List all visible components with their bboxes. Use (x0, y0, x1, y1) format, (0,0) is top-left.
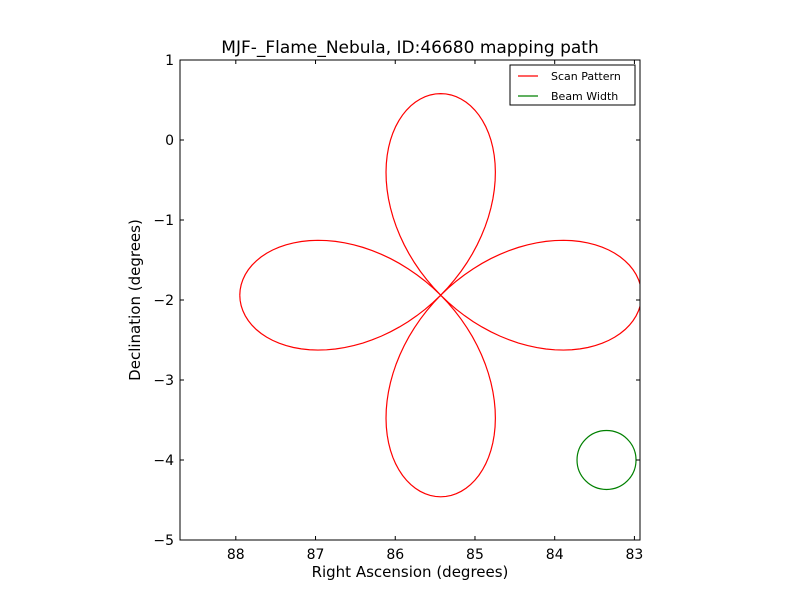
y-axis-label: Declination (degrees) (126, 219, 144, 381)
legend-label-beam-width: Beam Width (551, 90, 618, 103)
y-tick-label: −1 (153, 213, 174, 229)
x-tick-label: 86 (386, 547, 404, 563)
y-tick-label: 0 (165, 133, 174, 149)
plot-frame (179, 59, 641, 541)
beam-width-circle (576, 429, 637, 491)
x-tick-label: 84 (546, 547, 564, 563)
x-tick-label: 85 (466, 547, 484, 563)
y-tick-label: −2 (153, 293, 174, 309)
plot-area: 88 87 86 85 84 83 1 0 −1 −2 −3 −4 −5 (153, 53, 643, 563)
y-tick-label: −3 (153, 373, 174, 389)
scan-pattern-line (239, 92, 640, 498)
x-tick-label: 87 (307, 547, 325, 563)
y-tick-label: −5 (153, 533, 174, 549)
y-tick-label: 1 (165, 53, 174, 69)
legend: Scan Pattern Beam Width (509, 64, 636, 106)
legend-box (509, 64, 636, 106)
x-axis-label: Right Ascension (degrees) (312, 563, 509, 581)
x-tick-label: 88 (227, 547, 245, 563)
x-tick-label: 83 (626, 547, 644, 563)
legend-label-scan-pattern: Scan Pattern (551, 70, 621, 83)
y-tick-label: −4 (153, 453, 174, 469)
chart-title: MJF-_Flame_Nebula, ID:46680 mapping path (221, 38, 598, 58)
